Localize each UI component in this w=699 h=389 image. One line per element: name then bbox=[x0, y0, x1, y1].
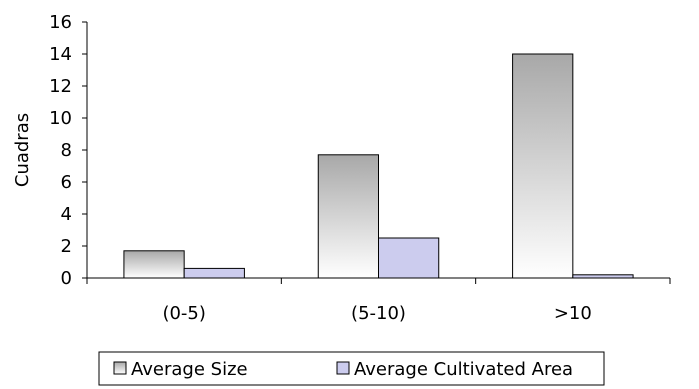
y-tick-label: 0 bbox=[61, 268, 72, 289]
y-tick-label: 10 bbox=[49, 108, 72, 129]
bar-average-size bbox=[123, 250, 185, 279]
bar-average-cultivated-area bbox=[183, 267, 245, 279]
x-category-label: >10 bbox=[554, 303, 592, 324]
legend-box bbox=[98, 351, 605, 386]
legend-label-average-cultivated-area: Average Cultivated Area bbox=[354, 359, 573, 380]
legend-swatch-average-size bbox=[113, 361, 127, 375]
y-tick-label: 14 bbox=[49, 44, 72, 65]
x-category-label: (0-5) bbox=[162, 303, 205, 324]
x-axis: (0-5) (5-10) >10 bbox=[86, 277, 671, 324]
bar-average-size bbox=[317, 154, 379, 279]
legend-swatch-average-cultivated-area bbox=[336, 361, 350, 375]
legend: Average Size Average Cultivated Area bbox=[98, 351, 605, 386]
bar-average-cultivated-area bbox=[572, 274, 634, 279]
y-tick-label: 8 bbox=[61, 140, 72, 161]
y-tick-label: 4 bbox=[61, 204, 72, 225]
bar-average-size bbox=[512, 53, 574, 279]
y-tick-label: 2 bbox=[61, 236, 72, 257]
y-tick-label: 12 bbox=[49, 76, 72, 97]
bar-average-cultivated-area bbox=[378, 237, 440, 279]
legend-label-average-size: Average Size bbox=[131, 359, 248, 380]
y-axis: 0 2 4 6 8 10 12 14 16 bbox=[49, 12, 88, 289]
y-tick-label: 16 bbox=[49, 12, 72, 33]
y-axis-title: Cuadras bbox=[12, 113, 33, 187]
y-tick-label: 6 bbox=[61, 172, 72, 193]
x-category-label: (5-10) bbox=[351, 303, 406, 324]
bars bbox=[123, 53, 634, 279]
